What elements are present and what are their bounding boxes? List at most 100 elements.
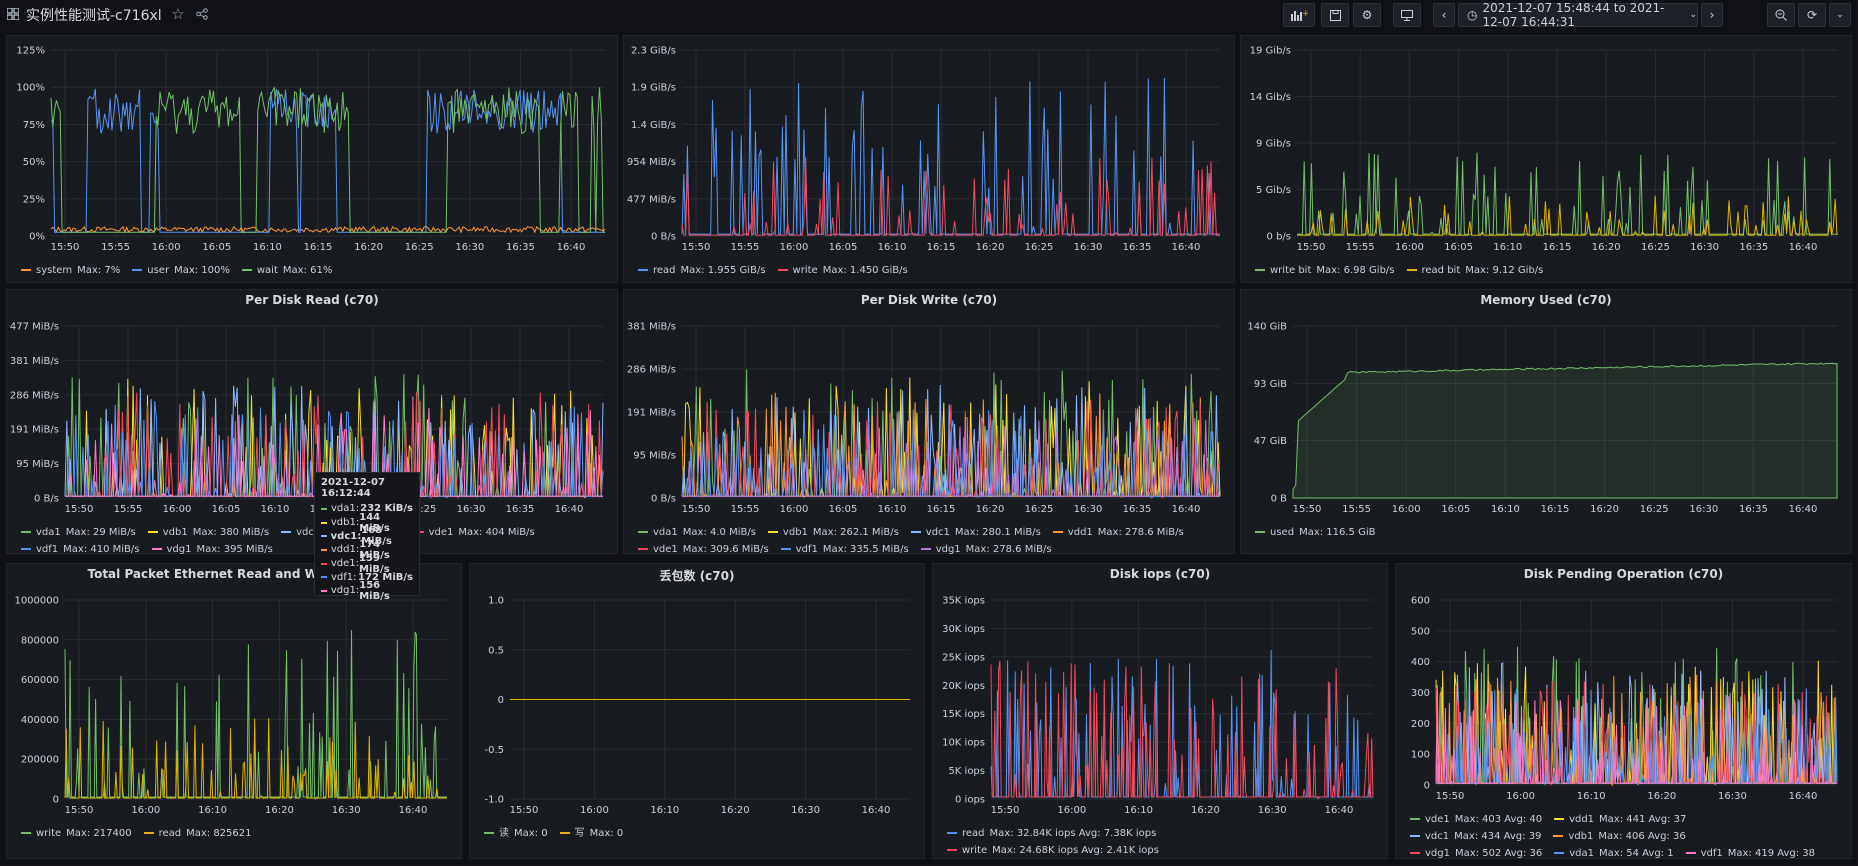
time-forward-button[interactable]: › xyxy=(1701,3,1723,27)
panel-disk-rw[interactable]: 0 B/s 477 MiB/s 954 MiB/s 1.4 GiB/s 1.9 GiB/… xyxy=(623,35,1235,283)
legend-item-write[interactable]: write Max: 217400 xyxy=(21,825,132,842)
x-tick-label: 15:50 xyxy=(682,242,711,253)
dashboard-title[interactable]: 实例性能测试-c716xl xyxy=(26,8,162,24)
panel-title[interactable]: Memory Used (c70) xyxy=(1480,293,1612,307)
panel-cpu[interactable]: 0% 25% 50% 75% 100% 125% 15:50 15:55 16:00 16:05 1… xyxy=(6,35,618,283)
refresh-interval-dropdown[interactable]: ⌄ xyxy=(1829,3,1851,27)
panel-title[interactable]: Per Disk Read (c70) xyxy=(245,293,379,307)
legend-item-wait[interactable]: wait Max: 61% xyxy=(241,262,333,279)
legend-item-vdf1[interactable]: vdf1 Max: 335.5 MiB/s xyxy=(780,541,909,558)
legend-item-write bit[interactable]: write bit Max: 6.98 Gib/s xyxy=(1255,262,1395,279)
x-tick-label: 16:10 xyxy=(878,242,907,253)
save-dashboard-button[interactable] xyxy=(1321,3,1349,27)
tooltip-series-name: vdf1: xyxy=(331,571,357,583)
share-icon[interactable] xyxy=(194,3,210,25)
y-tick-label: 954 MiB/s xyxy=(627,157,676,168)
legend-item-vdc1[interactable]: vdc1 Max: 434 Avg: 39 xyxy=(1410,828,1541,845)
graph-net_bit[interactable]: 0 b/s 5 Gib/s 9 Gib/s 14 Gib/s 19 Gib/s 15:50… xyxy=(1241,36,1851,282)
legend-item-读[interactable]: 读 Max: 0 xyxy=(484,825,548,842)
graph-pending[interactable]: 0 100 200 300 400 500 600 15:50 16:00 16:10 16:20 1… xyxy=(1396,564,1851,858)
panel-drops[interactable]: 丢包数 (c70) -1.0 -0.5 0 0.5 1.0 15:50 16:00 16:10 1… xyxy=(469,563,925,859)
y-tick-label: -1.0 xyxy=(484,795,504,806)
legend-name: 写 xyxy=(574,828,585,839)
settings-button[interactable]: ⚙ xyxy=(1353,3,1381,27)
legend-item-vde1[interactable]: vde1 Max: 403 Avg: 40 xyxy=(1410,811,1542,828)
legend-item-vdg1[interactable]: vdg1 Max: 278.6 MiB/s xyxy=(920,541,1052,558)
legend-item-vdb1[interactable]: vdb1 Max: 406 Avg: 36 xyxy=(1553,828,1686,845)
tooltip-series-value: 156 MiB/s xyxy=(359,579,390,602)
tooltip-swatch xyxy=(321,507,327,510)
legend-item-vdb1[interactable]: vdb1 Max: 262.1 MiB/s xyxy=(767,524,899,541)
y-tick-label: 1.0 xyxy=(488,596,504,607)
panel-memory[interactable]: Memory Used (c70) 0 B 47 GiB 93 GiB 140 GiB 1… xyxy=(1240,289,1852,554)
legend-item-vdg1[interactable]: vdg1 Max: 502 Avg: 36 xyxy=(1410,845,1542,862)
panel-title[interactable]: 丢包数 (c70) xyxy=(659,569,735,583)
legend-item-vde1[interactable]: vde1 Max: 309.6 MiB/s xyxy=(638,541,769,558)
dashboard-grid-icon[interactable] xyxy=(7,8,19,20)
legend-item-vdf1[interactable]: vdf1 Max: 410 MiB/s xyxy=(21,541,140,558)
legend-swatch xyxy=(132,269,143,271)
legend-item-写[interactable]: 写 Max: 0 xyxy=(559,825,623,842)
legend-item-vde1[interactable]: vde1 Max: 404 MiB/s xyxy=(413,524,535,541)
x-tick-label: 15:55 xyxy=(731,242,760,253)
y-tick-label: 75% xyxy=(23,120,45,131)
y-tick-label: 47 GiB xyxy=(1254,436,1287,447)
view-mode-button[interactable] xyxy=(1393,3,1421,27)
panel-title[interactable]: Per Disk Write (c70) xyxy=(860,293,998,307)
panel-iops[interactable]: Disk iops (c70) 0 iops 5K iops 10K iops 15K … xyxy=(932,563,1388,859)
graph-disk_rw[interactable]: 0 B/s 477 MiB/s 954 MiB/s 1.4 GiB/s 1.9 GiB/… xyxy=(624,36,1234,282)
legend-stat: Max: 410 MiB/s xyxy=(63,544,140,555)
panel-net-bit[interactable]: 0 b/s 5 Gib/s 9 Gib/s 14 Gib/s 19 Gib/s 15:50… xyxy=(1240,35,1852,283)
legend-item-vdg1[interactable]: vdg1 Max: 395 MiB/s xyxy=(151,541,273,558)
time-range-picker[interactable]: ◷ 2021-12-07 15:48:44 to 2021-12-07 16:4… xyxy=(1458,1,1698,29)
legend-item-vda1[interactable]: vda1 Max: 4.0 MiB/s xyxy=(638,524,756,541)
panel-pending[interactable]: Disk Pending Operation (c70) 0 100 200 300 40… xyxy=(1395,563,1852,859)
panel-legend: read Max: 32.84K iops Avg: 7.38K iopswrit… xyxy=(947,825,1373,859)
panel-per-disk-read[interactable]: Per Disk Read (c70) 0 B/s 95 MiB/s 191 MiB/… xyxy=(6,289,618,555)
legend-item-system[interactable]: system Max: 7% xyxy=(21,262,120,279)
series-line xyxy=(681,77,1220,237)
graph-cpu[interactable]: 0% 25% 50% 75% 100% 125% 15:50 15:55 16:00 16:05 1… xyxy=(7,36,617,282)
legend-item-vdd1[interactable]: vdd1 Max: 278.6 MiB/s xyxy=(1052,524,1184,541)
legend-item-used[interactable]: used Max: 116.5 GiB xyxy=(1255,524,1375,541)
refresh-button[interactable]: ⟳ xyxy=(1798,3,1826,27)
add-panel-button[interactable]: + xyxy=(1283,3,1315,27)
panel-title[interactable]: Disk Pending Operation (c70) xyxy=(1523,567,1724,581)
legend-item-vdc1[interactable]: vdc1 Max: 280.1 MiB/s xyxy=(910,524,1041,541)
legend-item-vdd1[interactable]: vdd1 Max: 441 Avg: 37 xyxy=(1554,811,1686,828)
legend-name: system xyxy=(36,265,73,276)
time-back-button[interactable]: ‹ xyxy=(1433,3,1455,27)
legend-swatch xyxy=(947,832,957,834)
graph-per_disk_write[interactable]: 0 B/s 95 MiB/s 191 MiB/s 286 MiB/s 381 MiB/s… xyxy=(624,290,1234,553)
legend-name: read bit xyxy=(1421,265,1461,276)
legend-item-read[interactable]: read Max: 32.84K iops Avg: 7.38K iops xyxy=(947,825,1156,842)
panel-title[interactable]: Total Packet Ethernet Read and Write (c7… xyxy=(87,567,381,581)
legend-stat: Max: 54 Avg: 1 xyxy=(1599,848,1674,859)
y-tick-label: 20K iops xyxy=(942,681,985,692)
legend-item-read bit[interactable]: read bit Max: 9.12 Gib/s xyxy=(1406,262,1543,279)
legend-item-vdf1[interactable]: vdf1 Max: 419 Avg: 38 xyxy=(1685,845,1815,862)
legend-item-vdb1[interactable]: vdb1 Max: 380 MiB/s xyxy=(147,524,269,541)
panel-per-disk-write[interactable]: Per Disk Write (c70) 0 B/s 95 MiB/s 191 MiB… xyxy=(623,289,1235,555)
legend-item-write[interactable]: write Max: 24.68K iops Avg: 2.41K iops xyxy=(947,842,1159,859)
graph-iops[interactable]: 0 iops 5K iops 10K iops 15K iops 20K iops 25K… xyxy=(933,564,1387,858)
panel-legend: system Max: 7% user Max: 100% wait Max: 61% xyxy=(21,262,603,279)
legend-item-user[interactable]: user Max: 100% xyxy=(132,262,230,279)
graph-per_disk_read[interactable]: 0 B/s 95 MiB/s 191 MiB/s 286 MiB/s 381 MiB/s… xyxy=(7,290,617,553)
x-tick-label: 16:10 xyxy=(1124,805,1153,816)
zoom-out-button[interactable] xyxy=(1767,3,1795,27)
panel-packets[interactable]: Total Packet Ethernet Read and Write (c7… xyxy=(6,563,462,859)
legend-item-vda1[interactable]: vda1 Max: 54 Avg: 1 xyxy=(1554,845,1674,862)
graph-memory[interactable]: 0 B 47 GiB 93 GiB 140 GiB 15:50 15:55 16:00 16:… xyxy=(1241,290,1851,553)
legend-item-read[interactable]: read Max: 1.955 GiB/s xyxy=(638,262,766,279)
legend-name: vdg1 xyxy=(935,544,961,555)
panel-title[interactable]: Disk iops (c70) xyxy=(1109,567,1211,581)
legend-item-read[interactable]: read Max: 825621 xyxy=(143,825,252,842)
graph-packets[interactable]: 0 200000 400000 600000 800000 1000000 15:50 16:… xyxy=(7,564,461,858)
star-icon[interactable]: ☆ xyxy=(171,5,185,23)
legend-item-write[interactable]: write Max: 1.450 GiB/s xyxy=(777,262,908,279)
legend-stat: Max: 61% xyxy=(282,265,333,276)
y-tick-label: 400000 xyxy=(21,715,59,726)
legend-item-vda1[interactable]: vda1 Max: 29 MiB/s xyxy=(21,524,136,541)
graph-drops[interactable]: -1.0 -0.5 0 0.5 1.0 15:50 16:00 16:10 16:20 16:30… xyxy=(470,564,924,858)
